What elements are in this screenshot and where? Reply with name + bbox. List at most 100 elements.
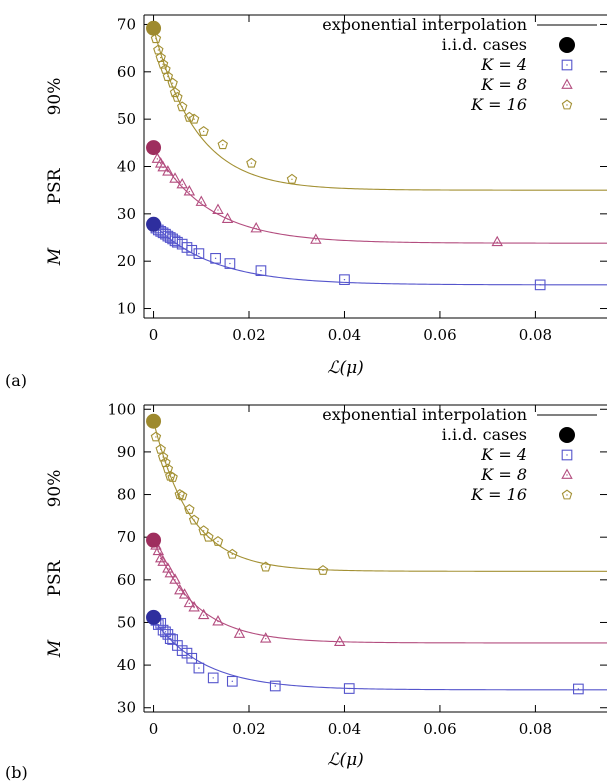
data-point-triangle-center <box>255 227 257 230</box>
data-point-pentagon-center <box>231 553 234 555</box>
data-point-square <box>534 279 546 291</box>
data-point-square-center <box>191 249 193 251</box>
data-point-pentagon <box>169 87 181 98</box>
data-point-triangle <box>151 152 164 163</box>
data-point-square <box>339 274 350 286</box>
data-point-pentagon <box>176 101 188 112</box>
y-axis-label-m: M <box>45 247 65 266</box>
y-tick-label: 50 <box>117 110 136 128</box>
data-point-pentagon <box>260 561 271 572</box>
data-point-square-center <box>174 240 176 242</box>
data-point-square-center <box>160 622 162 625</box>
data-point-pentagon-center <box>202 130 205 133</box>
legend-marker-square-center <box>566 64 568 66</box>
legend-label: K = 16 <box>470 95 527 114</box>
y-tick-label: 100 <box>107 400 136 418</box>
data-point-pentagon-center <box>291 178 293 180</box>
data-point-square <box>269 680 281 692</box>
data-point-triangle <box>162 165 174 176</box>
data-point-pentagon-center <box>164 68 167 71</box>
data-point-triangle <box>183 185 196 196</box>
data-point-pentagon <box>227 548 238 559</box>
data-point-pentagon-center <box>188 508 191 511</box>
data-point-square <box>186 652 198 664</box>
panel-label: (b) <box>5 763 28 782</box>
data-point-triangle <box>221 212 234 223</box>
x-tick-label: 0.08 <box>519 720 552 738</box>
data-point-triangle <box>212 615 224 626</box>
data-point-triangle-center <box>315 239 317 241</box>
plot-area <box>150 28 607 291</box>
data-point-triangle-center <box>188 602 191 604</box>
data-point-triangle <box>169 573 181 584</box>
y-axis-label-psr: PSR <box>45 167 65 204</box>
legend-marker-pentagon <box>561 489 573 500</box>
x-tick-label: 0.02 <box>232 326 265 344</box>
data-point-pentagon-center <box>162 456 164 458</box>
legend-marker-pentagon-center <box>566 494 568 496</box>
data-point-square <box>169 235 181 247</box>
data-point-square-center <box>274 685 276 687</box>
y-axis-label: M PSR 90% <box>45 78 65 267</box>
data-point-pentagon-center <box>167 468 169 470</box>
data-point-pentagon <box>157 58 169 69</box>
data-point-pentagon <box>317 564 329 575</box>
data-point-pentagon-center <box>162 63 164 65</box>
data-point-triangle <box>259 632 272 643</box>
data-point-square <box>226 675 238 687</box>
data-point-triangle-center <box>202 614 205 616</box>
x-tick-label: 0.06 <box>423 326 456 344</box>
data-point-square <box>207 672 219 684</box>
data-point-pentagon <box>203 531 214 542</box>
data-point-pentagon-center <box>169 475 171 477</box>
legend-iid-dot <box>559 427 575 443</box>
data-point-square-center <box>171 638 174 641</box>
data-point-triangle <box>250 221 262 233</box>
data-point-triangle <box>164 566 176 578</box>
data-point-triangle <box>157 555 169 566</box>
panel-label: (a) <box>5 371 27 390</box>
data-point-pentagon-center <box>222 144 224 146</box>
legend-marker-pentagon <box>561 99 573 110</box>
iid-point <box>146 20 162 36</box>
data-point-triangle-center <box>217 620 219 623</box>
y-tick-label: 10 <box>117 300 136 318</box>
data-point-pentagon-center <box>155 436 157 438</box>
data-point-pentagon-center <box>155 37 157 40</box>
y-axis-label-psr: PSR <box>45 559 65 596</box>
x-tick-label: 0.04 <box>328 720 361 738</box>
data-point-triangle <box>169 172 181 183</box>
legend-marker-triangle <box>561 78 573 89</box>
data-point-pentagon <box>188 514 200 525</box>
data-point-square <box>224 258 236 269</box>
data-point-triangle-center <box>157 550 160 552</box>
data-point-triangle-center <box>200 201 202 203</box>
data-point-triangle <box>152 544 165 556</box>
plot-area <box>150 421 607 695</box>
data-point-triangle <box>491 235 503 247</box>
data-point-square <box>573 683 584 695</box>
y-axis-label-percent: 90% <box>45 470 65 508</box>
fit-curve-pentagon <box>153 28 607 191</box>
y-axis-label-percent: 90% <box>45 78 65 116</box>
x-axis-label: ℒ(μ) <box>327 750 364 770</box>
data-point-triangle-center <box>167 568 169 570</box>
data-point-square <box>164 633 176 645</box>
x-tick-label: 0 <box>149 720 159 738</box>
data-point-square <box>210 252 221 264</box>
data-point-pentagon <box>184 503 195 514</box>
data-point-square-center <box>214 257 217 260</box>
chart-panel-b: 30 40 50 60 70 80 90 100 0 0.02 0.04 0.06 0.08 ℒ(μ) M P… <box>5 400 607 782</box>
data-point-triangle <box>176 177 188 189</box>
x-axis-label: ℒ(μ) <box>327 358 364 378</box>
data-point-pentagon <box>150 33 162 44</box>
data-point-triangle <box>183 596 196 608</box>
legend-marker-triangle-center <box>566 84 568 86</box>
data-point-triangle-center <box>217 209 219 211</box>
data-point-pentagon <box>217 139 228 150</box>
data-point-triangle-center <box>188 190 191 193</box>
legend-marker-square <box>561 449 573 461</box>
legend-label: i.i.d. cases <box>442 425 527 444</box>
data-point-pentagon <box>162 71 174 81</box>
